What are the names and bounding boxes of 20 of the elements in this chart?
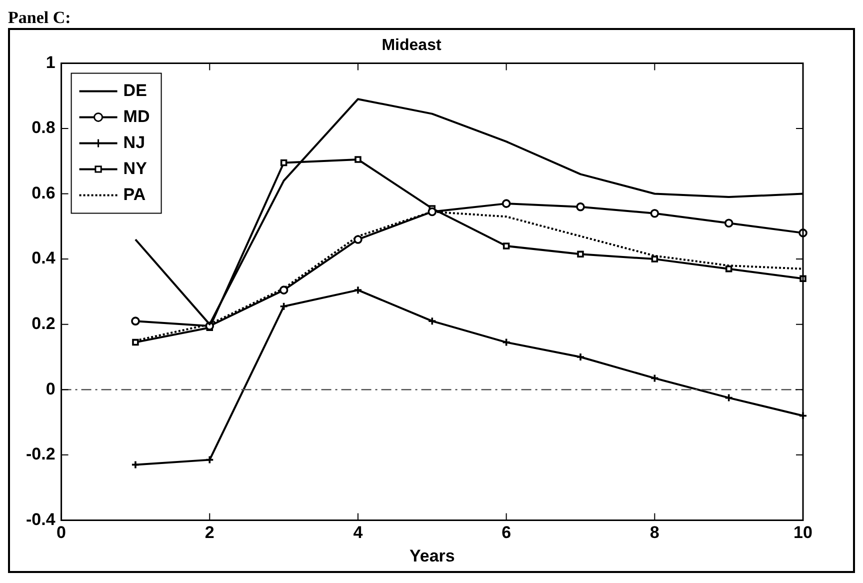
chart-title: Mideast [382,37,442,54]
legend-label: MD [123,106,150,126]
x-tick-label: 8 [650,523,660,542]
y-tick-label: 0.2 [32,314,56,334]
x-tick-label: 6 [502,523,512,542]
x-tick-label: 10 [794,523,812,542]
y-tick-label: -0.2 [26,444,56,464]
x-tick-label: 4 [353,523,364,542]
legend-label: DE [123,80,147,100]
y-tick-label: 0 [46,379,56,398]
legend-label: NJ [123,132,146,152]
y-tick-label: 1 [46,52,56,72]
y-tick-label: 0.6 [32,183,56,202]
x-tick-label: 2 [204,523,214,542]
y-tick-label: 0.4 [32,248,56,268]
y-tick-label: 0.8 [32,118,56,138]
legend-label: NY [123,158,148,178]
y-tick-label: -0.4 [26,510,56,529]
legend-label: PA [123,184,146,204]
text: Panel C: [8,8,72,28]
